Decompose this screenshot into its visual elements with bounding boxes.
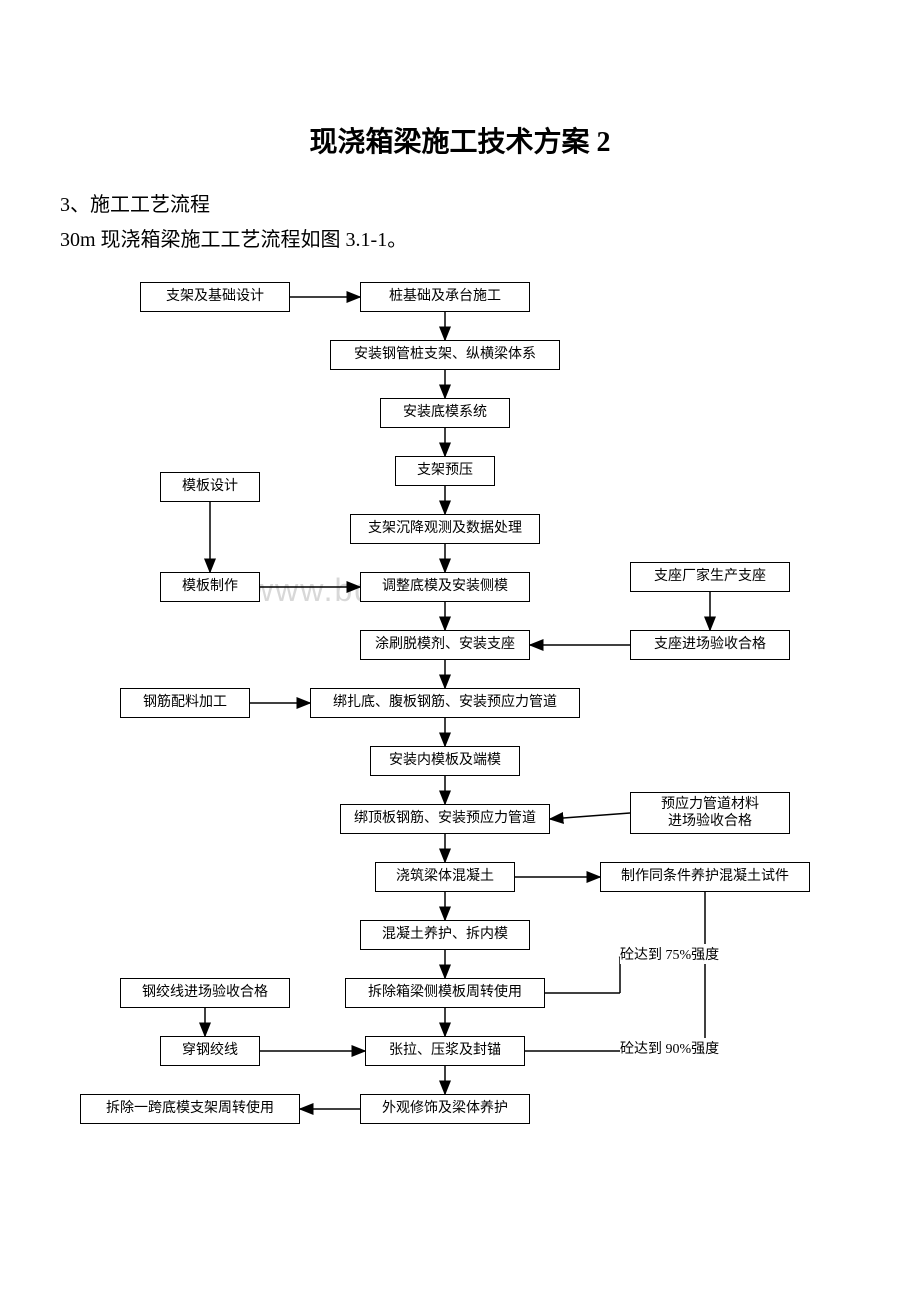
flow-node-n26: 外观修饰及梁体养护 <box>360 1094 530 1124</box>
flow-node-n8: 模板制作 <box>160 572 260 602</box>
page-title: 现浇箱梁施工技术方案 2 <box>60 120 860 160</box>
flow-node-n13: 钢筋配料加工 <box>120 688 250 718</box>
flow-node-n1: 支架及基础设计 <box>140 282 290 312</box>
flow-node-n21: 钢绞线进场验收合格 <box>120 978 290 1008</box>
flow-node-n24: 张拉、压浆及封锚 <box>365 1036 525 1066</box>
flow-node-n7: 支架沉降观测及数据处理 <box>350 514 540 544</box>
flow-node-n3: 安装钢管桩支架、纵横梁体系 <box>330 340 560 370</box>
flow-node-n15: 安装内模板及端模 <box>370 746 520 776</box>
figure-caption-line: 30m 现浇箱梁施工工艺流程如图 3.1-1。 <box>60 223 860 252</box>
process-flowchart: www.bdocx.com 支架及基础设计桩基础及承台施工安装钢管桩支架、纵横梁… <box>60 282 860 1162</box>
flow-node-n18: 浇筑梁体混凝土 <box>375 862 515 892</box>
flow-node-n10: 支座厂家生产支座 <box>630 562 790 592</box>
flow-node-n12: 支座进场验收合格 <box>630 630 790 660</box>
flow-node-n20: 混凝土养护、拆内模 <box>360 920 530 950</box>
flow-node-n14: 绑扎底、腹板钢筋、安装预应力管道 <box>310 688 580 718</box>
flow-node-n23: 穿钢绞线 <box>160 1036 260 1066</box>
flow-node-n11: 涂刷脱模剂、安装支座 <box>360 630 530 660</box>
flow-node-n19: 制作同条件养护混凝土试件 <box>600 862 810 892</box>
flow-node-n9: 调整底模及安装侧模 <box>360 572 530 602</box>
document-page: 现浇箱梁施工技术方案 2 3、施工工艺流程 30m 现浇箱梁施工工艺流程如图 3… <box>0 0 920 1222</box>
section-number: 3、施工工艺流程 <box>60 188 860 217</box>
flow-node-n4: 安装底模系统 <box>380 398 510 428</box>
flow-node-n22: 拆除箱梁侧模板周转使用 <box>345 978 545 1008</box>
edge-label: 砼达到 75%强度 <box>620 944 719 964</box>
flow-node-n17: 预应力管道材料进场验收合格 <box>630 792 790 834</box>
flow-node-n6: 模板设计 <box>160 472 260 502</box>
flow-node-n25: 拆除一跨底模支架周转使用 <box>80 1094 300 1124</box>
flow-node-n5: 支架预压 <box>395 456 495 486</box>
flow-node-n2: 桩基础及承台施工 <box>360 282 530 312</box>
flow-node-n16: 绑顶板钢筋、安装预应力管道 <box>340 804 550 834</box>
edge-label: 砼达到 90%强度 <box>620 1038 719 1058</box>
